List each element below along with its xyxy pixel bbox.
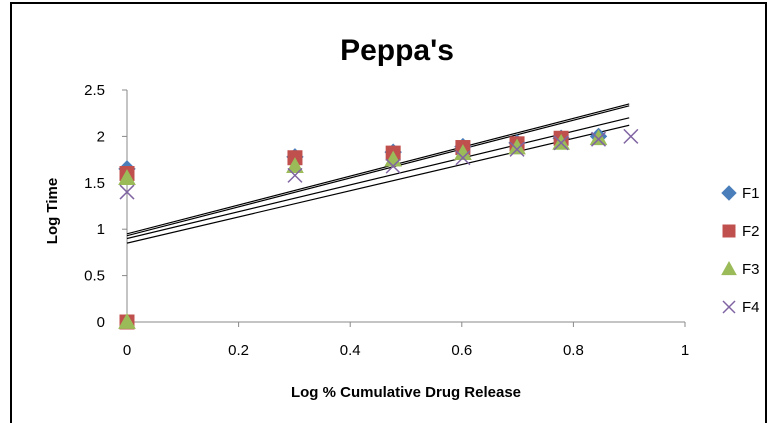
y-tick-label: 2 [97,128,105,145]
data-point-f4 [590,131,607,147]
legend-marker-f3 [721,260,737,276]
data-point-f4-stroke [455,150,471,166]
data-point-f4 [455,150,471,166]
legend-marker-f2 [722,224,736,238]
x-tick-label: 0.8 [563,342,584,359]
legend-marker-f4-stroke [722,300,736,314]
x-axis-label: Log % Cumulative Drug Release [291,384,521,401]
legend-marker-f1 [721,185,737,201]
legend-label-f3: F3 [742,261,760,278]
y-tick-label: 2.5 [84,82,105,99]
data-point-f3 [454,144,472,161]
data-point-f4 [287,167,303,183]
data-point-f4 [509,141,525,157]
x-tick-label: 0.6 [451,342,472,359]
y-tick-label: 0.5 [84,268,105,285]
data-point-f3 [118,312,136,329]
data-point-f4-stroke [623,128,639,144]
y-tick-label: 1.5 [84,175,105,192]
trendline-f1 [126,103,630,235]
data-point-f4-stroke [590,131,607,147]
data-point-f4-stroke [119,184,135,200]
data-point-f3 [589,129,608,146]
data-point-f4-stroke [509,141,525,157]
data-point-f4-stroke [385,158,401,174]
data-point-f3 [508,138,526,155]
axes: 0 0.2 0.4 0.6 0.8 1 0 0.5 1 1.5 2 2.5 [84,82,689,359]
chart-title: Peppa's [340,34,454,67]
x-tick-label: 0.4 [340,342,361,359]
data-point-f4-stroke [553,135,569,151]
legend-marker-f4 [722,300,736,314]
trendline-f3 [126,117,630,240]
data-point-f4-stroke [287,167,303,183]
x-tick-label: 0.2 [228,342,249,359]
data-point-f4 [385,158,401,174]
trendline-f4 [126,124,630,244]
data-point-f3 [118,169,136,186]
data-point-f4 [623,128,639,144]
data-point-f4 [119,184,135,200]
legend: F1 F2 F3 F4 [721,185,760,316]
legend-label-f1: F1 [742,185,760,202]
data-point-f4 [553,135,569,151]
y-tick-label: 1 [97,221,105,238]
legend-label-f4: F4 [742,299,760,316]
data-point-f3 [286,157,304,173]
y-tick-label: 0 [97,314,105,331]
points [118,127,639,330]
legend-label-f2: F2 [742,223,760,240]
x-tick-label: 1 [681,342,689,359]
trendlines [126,103,630,244]
x-tick-label: 0 [123,342,131,359]
trendline-f2 [126,105,630,237]
chart-frame [10,2,767,423]
y-axis-label: Log Time [44,178,61,244]
